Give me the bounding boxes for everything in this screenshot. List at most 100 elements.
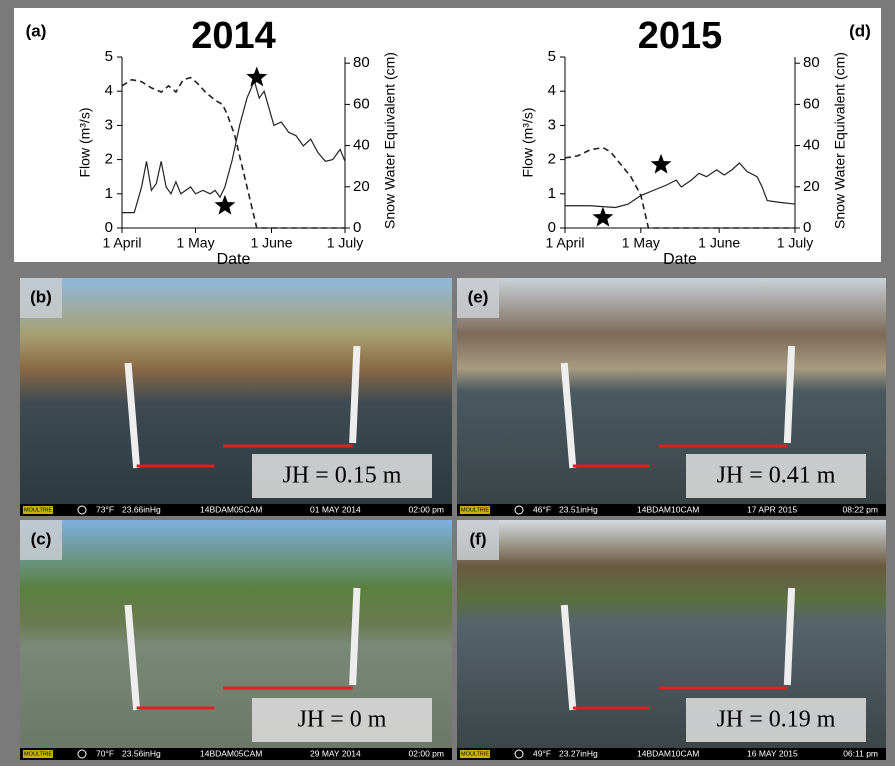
staff-gauge: [560, 362, 577, 469]
jh-box: [686, 698, 866, 742]
staff-gauge: [349, 587, 361, 686]
info-strip: [20, 748, 452, 760]
y2-tick-label: 20: [803, 178, 820, 195]
staff-gauge: [783, 345, 796, 444]
staff-gauge: [124, 604, 141, 711]
panel-label: (f): [470, 529, 487, 548]
staff-gauge: [783, 587, 796, 686]
x-tick-label: 1 May: [176, 235, 214, 251]
camera-id: 14BDAM10CAM: [637, 748, 699, 758]
staff-gauge: [349, 345, 361, 444]
star-marker: [214, 194, 236, 215]
temperature: 70°F: [96, 748, 114, 758]
jh-label: JH = 0.19 m: [717, 707, 836, 733]
temperature: 49°F: [533, 748, 551, 758]
x-tick-label: 1 July: [777, 235, 814, 251]
y-tick-label: 1: [548, 185, 556, 202]
x-tick-label: 1 July: [327, 235, 364, 251]
y2-tick-label: 20: [353, 178, 370, 195]
info-strip: [457, 748, 886, 760]
info-strip: [20, 504, 452, 516]
star-marker: [650, 153, 672, 174]
label-box: [457, 520, 499, 560]
y2-tick-label: 0: [353, 219, 361, 236]
brand-box: [460, 506, 490, 514]
brand-box: [23, 506, 53, 514]
y-tick-label: 5: [105, 48, 113, 65]
pressure: 23.66inHg: [122, 504, 161, 514]
panel-label: (b): [30, 287, 52, 306]
y-tick-label: 4: [548, 82, 556, 99]
y-tick-label: 3: [548, 116, 556, 133]
y2-tick-label: 40: [353, 137, 370, 154]
moon-icon: [77, 749, 87, 759]
y-tick-label: 0: [548, 219, 556, 236]
y2-tick-label: 60: [353, 95, 370, 112]
y2-tick-label: 80: [803, 54, 820, 71]
camera-id: 14BDAM05CAM: [200, 504, 262, 514]
brand-box: [23, 750, 53, 758]
x-tick-label: 1 May: [622, 235, 660, 251]
jh-label: JH = 0.41 m: [717, 463, 836, 489]
star-marker: [246, 66, 268, 87]
x-tick-label: 1 April: [546, 235, 585, 251]
date: 17 APR 2015: [747, 504, 797, 514]
label-box: [20, 520, 62, 560]
time: 06:11 pm: [843, 748, 878, 758]
x-tick-label: 1 June: [698, 235, 740, 251]
chart-title: 2014: [191, 15, 276, 57]
y2-tick-label: 80: [353, 54, 370, 71]
jh-box: [252, 454, 432, 498]
date: 16 MAY 2015: [747, 748, 798, 758]
jh-label: JH = 0.15 m: [283, 463, 402, 489]
jh-label: JH = 0 m: [298, 707, 387, 733]
brand: MOULTRIE: [24, 507, 52, 513]
series-line: [122, 79, 346, 214]
y-tick-label: 1: [105, 185, 113, 202]
panel-label: (d): [849, 21, 871, 40]
jh-box: [252, 698, 432, 742]
moon-icon: [514, 749, 524, 759]
date: 01 MAY 2014: [310, 504, 361, 514]
x-tick-label: 1 June: [250, 235, 292, 251]
y-axis-label: Flow (m³/s): [520, 108, 536, 178]
time: 02:00 pm: [409, 504, 444, 514]
brand: MOULTRIE: [461, 751, 489, 757]
moon-icon: [514, 505, 524, 515]
y2-tick-label: 60: [803, 95, 820, 112]
jh-box: [686, 454, 866, 498]
label-box: [20, 278, 62, 318]
y2-tick-label: 40: [803, 137, 820, 154]
y2-axis-label: Snow Water Equivalent (cm): [382, 52, 398, 229]
y-tick-label: 3: [105, 116, 113, 133]
chart-title: 2015: [638, 15, 723, 57]
chart-panel: [14, 8, 881, 262]
x-tick-label: 1 April: [103, 235, 142, 251]
y-tick-label: 5: [548, 48, 556, 65]
time: 08:22 pm: [843, 504, 878, 514]
y-tick-label: 0: [105, 219, 113, 236]
info-strip: [457, 504, 886, 516]
y-tick-label: 2: [105, 151, 113, 168]
pressure: 23.27inHg: [559, 748, 598, 758]
temperature: 46°F: [533, 504, 551, 514]
y-axis-label: Flow (m³/s): [77, 108, 93, 178]
series-line: [121, 76, 345, 229]
brand: MOULTRIE: [24, 751, 52, 757]
x-axis-label: Date: [217, 251, 251, 268]
y2-tick-label: 0: [803, 219, 811, 236]
camera-id: 14BDAM10CAM: [637, 504, 699, 514]
star-marker: [592, 206, 614, 227]
pressure: 23.51inHg: [559, 504, 598, 514]
panel-label: (c): [31, 529, 52, 548]
series-line: [565, 162, 796, 209]
temperature: 73°F: [96, 504, 114, 514]
brand-box: [460, 750, 490, 758]
y-tick-label: 2: [548, 151, 556, 168]
staff-gauge: [560, 604, 577, 711]
camera-id: 14BDAM05CAM: [200, 748, 262, 758]
panel-label: (a): [26, 21, 47, 40]
panel-label: (e): [468, 287, 489, 306]
pressure: 23.56inHg: [122, 748, 161, 758]
